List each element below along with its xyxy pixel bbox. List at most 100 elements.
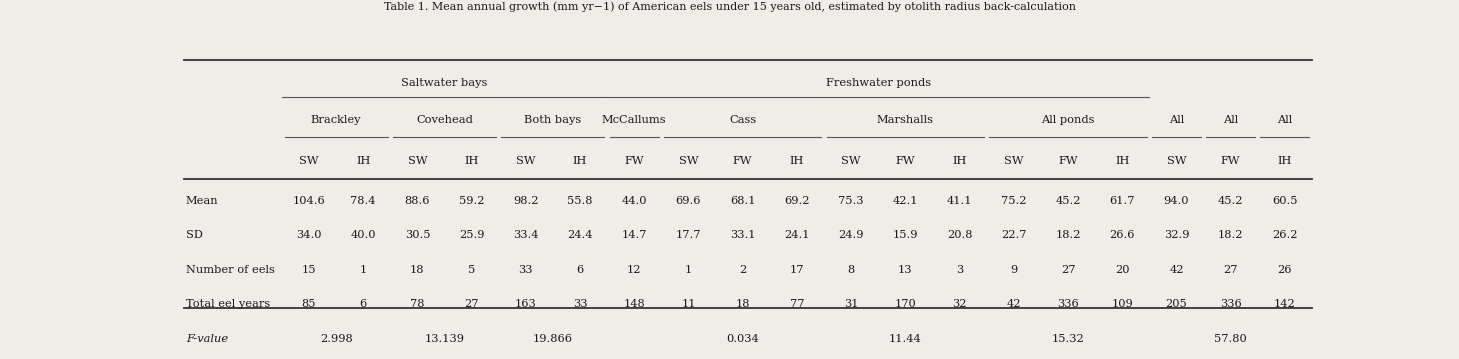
Text: Table 1. Mean annual growth (mm yr−1) of American eels under 15 years old, estim: Table 1. Mean annual growth (mm yr−1) of… <box>384 2 1075 12</box>
Text: 18.2: 18.2 <box>1218 230 1243 240</box>
Text: 69.6: 69.6 <box>676 196 702 206</box>
Text: All: All <box>1223 116 1239 126</box>
Text: 1: 1 <box>684 265 692 275</box>
Text: 15.9: 15.9 <box>893 230 918 240</box>
Text: IH: IH <box>573 155 588 165</box>
Text: 55.8: 55.8 <box>568 196 592 206</box>
Text: 6: 6 <box>576 265 584 275</box>
Text: FW: FW <box>624 155 643 165</box>
Text: 15: 15 <box>302 265 317 275</box>
Text: Total eel years: Total eel years <box>185 299 270 309</box>
Text: SW: SW <box>1004 155 1024 165</box>
Text: Cass: Cass <box>730 116 756 126</box>
Text: 25.9: 25.9 <box>460 230 484 240</box>
Text: 109: 109 <box>1112 299 1134 309</box>
Text: Mean: Mean <box>185 196 219 206</box>
Text: Brackley: Brackley <box>311 116 362 126</box>
Text: 32.9: 32.9 <box>1164 230 1189 240</box>
Text: 59.2: 59.2 <box>460 196 484 206</box>
Text: 24.1: 24.1 <box>783 230 810 240</box>
Text: 18: 18 <box>735 299 750 309</box>
Text: 40.0: 40.0 <box>350 230 376 240</box>
Text: SW: SW <box>299 155 320 165</box>
Text: 60.5: 60.5 <box>1272 196 1297 206</box>
Text: 12: 12 <box>627 265 642 275</box>
Text: IH: IH <box>789 155 804 165</box>
Text: 33: 33 <box>573 299 588 309</box>
Text: 24.4: 24.4 <box>568 230 592 240</box>
Text: 205: 205 <box>1166 299 1188 309</box>
Text: 11.44: 11.44 <box>889 334 922 344</box>
Text: McCallums: McCallums <box>603 116 667 126</box>
Text: 42: 42 <box>1007 299 1021 309</box>
Text: Freshwater ponds: Freshwater ponds <box>826 78 931 88</box>
Text: 14.7: 14.7 <box>622 230 646 240</box>
Text: 41.1: 41.1 <box>947 196 972 206</box>
Text: 20: 20 <box>1115 265 1129 275</box>
Text: 5: 5 <box>468 265 476 275</box>
Text: 98.2: 98.2 <box>514 196 538 206</box>
Text: 3: 3 <box>956 265 963 275</box>
Text: 44.0: 44.0 <box>622 196 646 206</box>
Text: 68.1: 68.1 <box>730 196 756 206</box>
Text: 88.6: 88.6 <box>404 196 430 206</box>
Text: 34.0: 34.0 <box>296 230 322 240</box>
Text: SW: SW <box>516 155 535 165</box>
Text: IH: IH <box>356 155 371 165</box>
Text: 24.9: 24.9 <box>839 230 864 240</box>
Text: 142: 142 <box>1274 299 1296 309</box>
Text: 31: 31 <box>843 299 858 309</box>
Text: 18.2: 18.2 <box>1055 230 1081 240</box>
Text: 336: 336 <box>1220 299 1242 309</box>
Text: Covehead: Covehead <box>416 116 473 126</box>
Text: SW: SW <box>842 155 861 165</box>
Text: 77: 77 <box>789 299 804 309</box>
Text: IH: IH <box>1278 155 1293 165</box>
Text: 17: 17 <box>789 265 804 275</box>
Text: 27: 27 <box>1224 265 1237 275</box>
Text: FW: FW <box>896 155 915 165</box>
Text: FW: FW <box>1058 155 1078 165</box>
Text: FW: FW <box>732 155 753 165</box>
Text: 2.998: 2.998 <box>320 334 353 344</box>
Text: All ponds: All ponds <box>1042 116 1094 126</box>
Text: 2: 2 <box>740 265 747 275</box>
Text: 32: 32 <box>953 299 967 309</box>
Text: 17.7: 17.7 <box>676 230 702 240</box>
Text: 26.6: 26.6 <box>1109 230 1135 240</box>
Text: Both bays: Both bays <box>524 116 582 126</box>
Text: SW: SW <box>407 155 427 165</box>
Text: 13.139: 13.139 <box>425 334 464 344</box>
Text: 20.8: 20.8 <box>947 230 972 240</box>
Text: 85: 85 <box>302 299 317 309</box>
Text: 61.7: 61.7 <box>1109 196 1135 206</box>
Text: SW: SW <box>678 155 699 165</box>
Text: 42: 42 <box>1169 265 1183 275</box>
Text: 94.0: 94.0 <box>1164 196 1189 206</box>
Text: 11: 11 <box>681 299 696 309</box>
Text: 15.32: 15.32 <box>1052 334 1084 344</box>
Text: Saltwater bays: Saltwater bays <box>401 78 487 88</box>
Text: 33.1: 33.1 <box>730 230 756 240</box>
Text: 78.4: 78.4 <box>350 196 376 206</box>
Text: 27: 27 <box>1061 265 1075 275</box>
Text: 6: 6 <box>359 299 366 309</box>
Text: Number of eels: Number of eels <box>185 265 274 275</box>
Text: 26: 26 <box>1278 265 1293 275</box>
Text: 18: 18 <box>410 265 425 275</box>
Text: Marshalls: Marshalls <box>877 116 934 126</box>
Text: IH: IH <box>953 155 967 165</box>
Text: 75.3: 75.3 <box>839 196 864 206</box>
Text: All: All <box>1169 116 1185 126</box>
Text: F-value: F-value <box>185 334 228 344</box>
Text: 57.80: 57.80 <box>1214 334 1247 344</box>
Text: 45.2: 45.2 <box>1055 196 1081 206</box>
Text: 27: 27 <box>464 299 479 309</box>
Text: 45.2: 45.2 <box>1218 196 1243 206</box>
Text: 22.7: 22.7 <box>1001 230 1027 240</box>
Text: 336: 336 <box>1058 299 1078 309</box>
Text: 170: 170 <box>894 299 916 309</box>
Text: IH: IH <box>1115 155 1129 165</box>
Text: 8: 8 <box>848 265 855 275</box>
Text: 9: 9 <box>1010 265 1017 275</box>
